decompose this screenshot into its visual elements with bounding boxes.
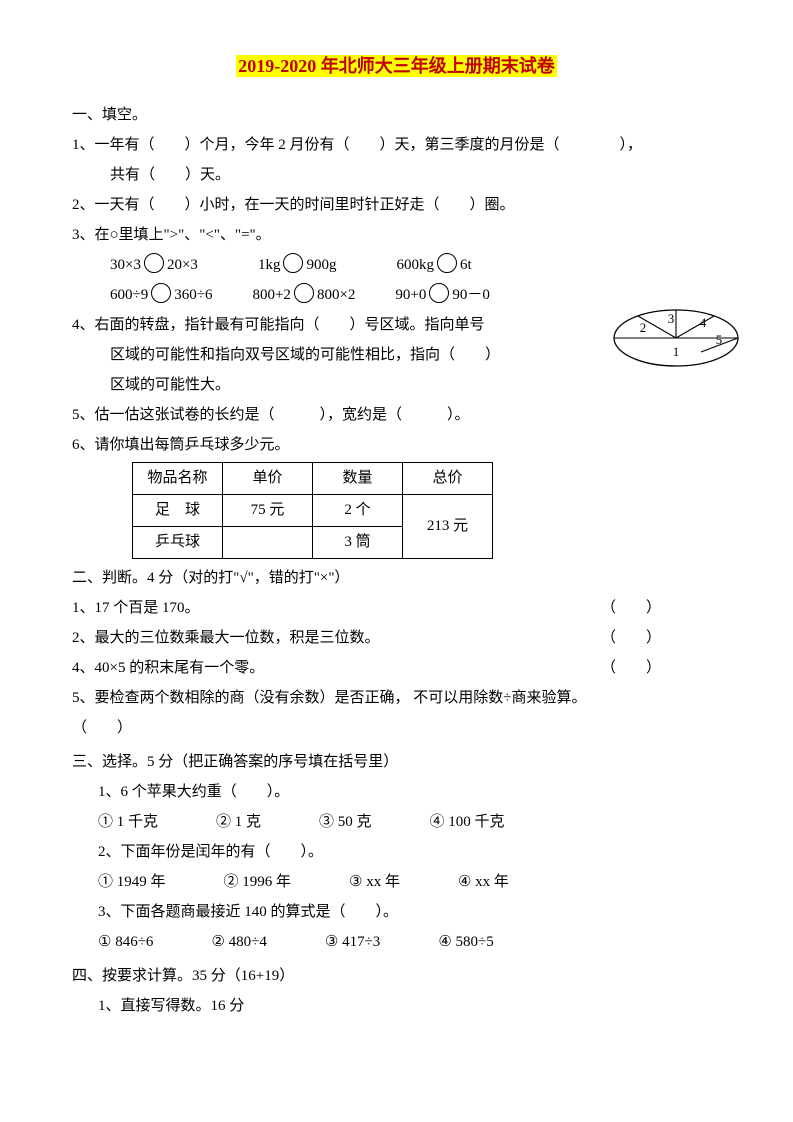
opt: ④ 580÷5 bbox=[438, 927, 493, 957]
opt: ④ xx 年 bbox=[458, 867, 509, 897]
section-1: 一、填空。 1、一年有（ ）个月，今年 2 月份有（ ）天，第三季度的月份是（ … bbox=[72, 100, 721, 559]
items-table: 物品名称 单价 数量 总价 足 球 75 元 2 个 213 元 乒乓球 3 筒 bbox=[132, 462, 493, 559]
compare-5: 800+2 800×2 bbox=[252, 280, 355, 310]
circle-blank-icon bbox=[151, 283, 171, 303]
opt: ③ 50 克 bbox=[319, 807, 372, 837]
compare-3: 600kg 6t bbox=[396, 250, 471, 280]
section-3: 三、选择。5 分（把正确答案的序号填在括号里） 1、6 个苹果大约重（ ）。 ①… bbox=[72, 747, 721, 957]
q4-wrap: 4、右面的转盘，指针最有可能指向（ ）号区域。指向单号 区域的可能性和指向双号区… bbox=[72, 310, 721, 400]
c1b: 20×3 bbox=[167, 257, 198, 273]
q3: 3、在○里填上">"、"<"、"="。 bbox=[72, 220, 721, 250]
circle-blank-icon bbox=[144, 253, 164, 273]
circle-blank-icon bbox=[429, 283, 449, 303]
c4a: 600÷9 bbox=[110, 287, 148, 303]
spinner-diagram: 1 2 3 4 5 bbox=[611, 306, 741, 381]
section-4-heading: 四、按要求计算。35 分（16+19） bbox=[72, 961, 721, 991]
opt: ④ 100 千克 bbox=[430, 807, 505, 837]
c1a: 30×3 bbox=[110, 257, 141, 273]
c2a: 1kg bbox=[258, 257, 281, 273]
circle-blank-icon bbox=[283, 253, 303, 273]
cell-name-2: 乒乓球 bbox=[133, 527, 223, 559]
c2b: 900g bbox=[306, 257, 336, 273]
cell-total: 213 元 bbox=[403, 495, 493, 559]
cell-name-1: 足 球 bbox=[133, 495, 223, 527]
section-2: 二、判断。4 分（对的打"√"，错的打"×"） 1、17 个百是 170。 （ … bbox=[72, 563, 721, 743]
compare-6: 90+0 90－0 bbox=[395, 280, 489, 310]
judge-5-paren: （ ） bbox=[72, 713, 721, 743]
spinner-label-1: 1 bbox=[673, 344, 680, 359]
c6b: 90－0 bbox=[452, 287, 490, 303]
s3-q1: 1、6 个苹果大约重（ ）。 bbox=[98, 777, 721, 807]
circle-blank-icon bbox=[294, 283, 314, 303]
s3-q2: 2、下面年份是闰年的有（ ）。 bbox=[98, 837, 721, 867]
compare-1: 30×3 20×3 bbox=[110, 250, 198, 280]
judge-paren: （ ） bbox=[601, 593, 721, 623]
q5: 5、估一估这张试卷的长约是（ ），宽约是（ ）。 bbox=[72, 400, 721, 430]
title-highlight: 2019-2020 年北师大三年级上册期末试卷 bbox=[236, 55, 557, 77]
c3a: 600kg bbox=[396, 257, 434, 273]
spinner-label-2: 2 bbox=[640, 320, 647, 335]
compare-4: 600÷9 360÷6 bbox=[110, 280, 212, 310]
compare-2: 1kg 900g bbox=[258, 250, 337, 280]
th-total: 总价 bbox=[403, 463, 493, 495]
judge-5: 5、要检查两个数相除的商（没有余数）是否正确， 不可以用除数÷商来验算。 bbox=[72, 683, 721, 713]
judge-1: 1、17 个百是 170。 （ ） bbox=[72, 593, 721, 623]
opt: ② 480÷4 bbox=[211, 927, 266, 957]
spinner-label-5: 5 bbox=[716, 332, 723, 347]
q1-line2: 共有（ ）天。 bbox=[110, 160, 721, 190]
judge-4-text: 4、40×5 的积末尾有一个零。 bbox=[72, 653, 264, 683]
judge-4: 4、40×5 的积末尾有一个零。 （ ） bbox=[72, 653, 721, 683]
c5a: 800+2 bbox=[252, 287, 290, 303]
compare-row-1: 30×3 20×3 1kg 900g 600kg 6t bbox=[110, 250, 721, 280]
q6: 6、请你填出每筒乒乓球多少元。 bbox=[72, 430, 721, 460]
cell-qty-2: 3 筒 bbox=[313, 527, 403, 559]
judge-2-text: 2、最大的三位数乘最大一位数，积是三位数。 bbox=[72, 623, 380, 653]
section-1-heading: 一、填空。 bbox=[72, 100, 721, 130]
opt: ③ xx 年 bbox=[349, 867, 400, 897]
q1-line1: 1、一年有（ ）个月，今年 2 月份有（ ）天，第三季度的月份是（ ）， bbox=[72, 130, 721, 160]
circle-blank-icon bbox=[437, 253, 457, 273]
opt: ① 1 千克 bbox=[98, 807, 158, 837]
c5b: 800×2 bbox=[317, 287, 355, 303]
section-2-heading: 二、判断。4 分（对的打"√"，错的打"×"） bbox=[72, 563, 721, 593]
s3-q1-opts: ① 1 千克 ② 1 克 ③ 50 克 ④ 100 千克 bbox=[98, 807, 721, 837]
q2: 2、一天有（ ）小时，在一天的时间里时针正好走（ ）圈。 bbox=[72, 190, 721, 220]
section-4: 四、按要求计算。35 分（16+19） 1、直接写得数。16 分 bbox=[72, 961, 721, 1021]
s3-q2-opts: ① 1949 年 ② 1996 年 ③ xx 年 ④ xx 年 bbox=[98, 867, 721, 897]
s3-q3: 3、下面各题商最接近 140 的算式是（ ）。 bbox=[98, 897, 721, 927]
th-qty: 数量 bbox=[313, 463, 403, 495]
judge-2: 2、最大的三位数乘最大一位数，积是三位数。 （ ） bbox=[72, 623, 721, 653]
judge-paren: （ ） bbox=[601, 653, 721, 683]
opt: ③ 417÷3 bbox=[325, 927, 380, 957]
opt: ② 1996 年 bbox=[224, 867, 292, 897]
th-price: 单价 bbox=[223, 463, 313, 495]
c3b: 6t bbox=[460, 257, 472, 273]
s3-q3-opts: ① 846÷6 ② 480÷4 ③ 417÷3 ④ 580÷5 bbox=[98, 927, 721, 957]
spinner-label-3: 3 bbox=[668, 311, 675, 326]
opt: ① 846÷6 bbox=[98, 927, 153, 957]
section-3-heading: 三、选择。5 分（把正确答案的序号填在括号里） bbox=[72, 747, 721, 777]
c4b: 360÷6 bbox=[174, 287, 212, 303]
opt: ① 1949 年 bbox=[98, 867, 166, 897]
table-row: 足 球 75 元 2 个 213 元 bbox=[133, 495, 493, 527]
c6a: 90+0 bbox=[395, 287, 426, 303]
judge-paren: （ ） bbox=[601, 623, 721, 653]
opt: ② 1 克 bbox=[216, 807, 261, 837]
th-name: 物品名称 bbox=[133, 463, 223, 495]
page-title: 2019-2020 年北师大三年级上册期末试卷 bbox=[72, 48, 721, 84]
cell-price-1: 75 元 bbox=[223, 495, 313, 527]
table-header-row: 物品名称 单价 数量 总价 bbox=[133, 463, 493, 495]
spinner-label-4: 4 bbox=[700, 315, 707, 330]
s4-q1: 1、直接写得数。16 分 bbox=[98, 991, 721, 1021]
cell-price-2 bbox=[223, 527, 313, 559]
cell-qty-1: 2 个 bbox=[313, 495, 403, 527]
judge-1-text: 1、17 个百是 170。 bbox=[72, 593, 200, 623]
